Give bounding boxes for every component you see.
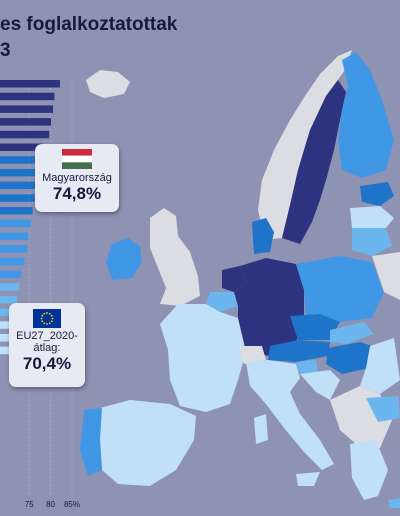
eu-label-line-1: EU27_2020- xyxy=(16,330,78,342)
norway-shape xyxy=(258,50,352,240)
belgium-shape xyxy=(206,292,238,312)
romania-shape xyxy=(360,338,400,394)
bar-13 xyxy=(0,245,27,253)
bar-7 xyxy=(0,168,40,177)
x-tick-label-1: 80 xyxy=(46,500,55,509)
hungary-shape xyxy=(326,342,378,374)
bar-9 xyxy=(0,194,35,202)
france-shape xyxy=(160,304,246,412)
bar-3 xyxy=(0,118,51,126)
bar-21 xyxy=(0,346,11,355)
austria-shape xyxy=(268,340,330,362)
spain-shape xyxy=(100,400,196,486)
portugal-shape xyxy=(80,408,102,476)
bar-16 xyxy=(0,283,20,291)
cyprus-shape xyxy=(388,498,400,508)
bar-11 xyxy=(0,219,31,228)
bar-0 xyxy=(0,80,60,88)
sicily-shape xyxy=(296,472,320,486)
bar-17 xyxy=(0,295,18,304)
x-tick-label-0: 75 xyxy=(25,500,34,509)
hungary-flag-icon xyxy=(62,149,92,169)
ireland-shape xyxy=(106,238,142,280)
iceland-shape xyxy=(86,70,130,98)
hungary-callout: Magyarország 74,8% xyxy=(35,144,119,212)
slovakia-shape xyxy=(330,322,374,344)
bar-1 xyxy=(0,92,55,101)
bar-8 xyxy=(0,181,38,190)
denmark-shape xyxy=(252,218,274,254)
bulgaria-shape xyxy=(366,396,400,422)
estonia-shape xyxy=(360,182,394,206)
bar-18 xyxy=(0,308,16,317)
netherlands-shape xyxy=(222,266,246,292)
bar-2 xyxy=(0,105,54,113)
sweden-shape xyxy=(282,80,346,244)
hungary-value: 74,8% xyxy=(52,184,102,203)
bar-20 xyxy=(0,334,12,342)
lithuania-shape xyxy=(352,228,392,256)
croatia-shape xyxy=(300,370,340,400)
bar-14 xyxy=(0,257,25,266)
switzerland-shape xyxy=(238,346,266,364)
eu-value: 70,4% xyxy=(22,354,72,373)
sardinia-shape xyxy=(254,414,268,444)
chart-title-line-2: 3 xyxy=(0,40,11,61)
slovenia-shape xyxy=(296,360,318,374)
eu-flag-icon xyxy=(33,309,61,328)
finland-shape xyxy=(338,52,394,178)
belarus-shape xyxy=(372,252,400,300)
chart-title-line-1: es foglalkoztatottak xyxy=(0,14,178,35)
bar-19 xyxy=(0,321,14,329)
italy-shape xyxy=(246,360,334,470)
bar-4 xyxy=(0,130,50,139)
eu-callout: EU27_2020- átlag: 70,4% xyxy=(9,303,85,387)
latvia-shape xyxy=(350,206,394,228)
eu-label-line-2: átlag: xyxy=(33,342,61,354)
bar-10 xyxy=(0,207,33,215)
bar-12 xyxy=(0,232,29,240)
bar-5 xyxy=(0,143,44,151)
greece-shape xyxy=(350,440,388,500)
czechia-shape xyxy=(290,314,340,340)
germany-shape xyxy=(234,258,304,356)
bar-15 xyxy=(0,270,22,278)
bar-6 xyxy=(0,156,42,164)
uk-shape xyxy=(150,208,200,306)
hungary-label: Magyarország xyxy=(42,172,112,184)
poland-shape xyxy=(296,256,384,322)
x-tick-label-2: 85% xyxy=(64,500,80,509)
